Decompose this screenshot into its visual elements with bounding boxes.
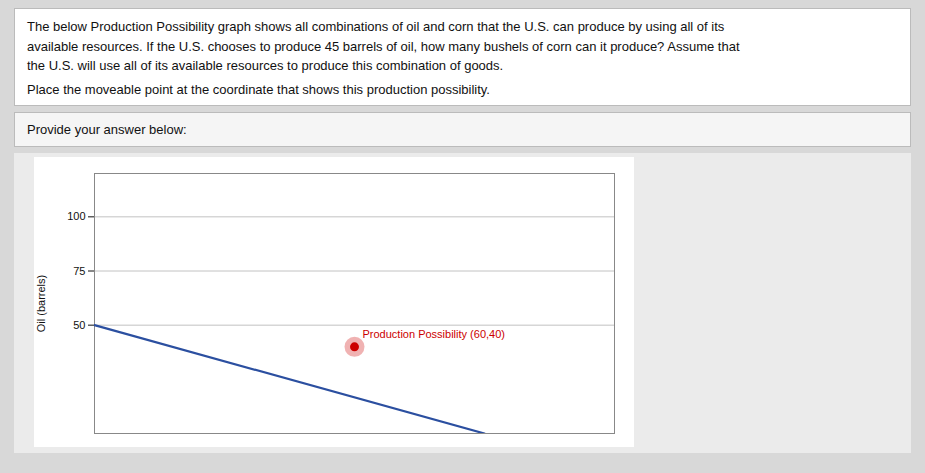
html-text:Place the moveable point at th: Place the moveable point at the coordina… <box>27 81 490 97</box>
svg-text:Production Possibility (60,40): Production Possibility (60,40) <box>363 328 505 340</box>
html-text:Provide your answer below:: Provide your answer below: <box>27 121 187 137</box>
svg-text:Oil (barrels): Oil (barrels) <box>35 274 47 331</box>
html-text:The below Production Possibili: The below Production Possibility graph s… <box>27 19 740 73</box>
svg-text:100: 100 <box>67 210 85 222</box>
svg-text:50: 50 <box>73 318 85 330</box>
svg-text:75: 75 <box>73 264 85 276</box>
